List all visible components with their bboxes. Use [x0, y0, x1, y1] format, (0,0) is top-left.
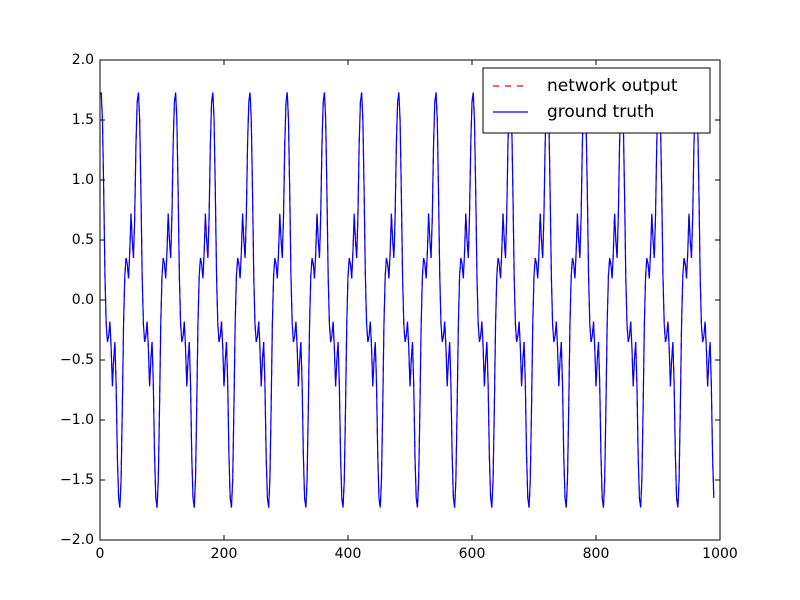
y-tick-label: 0.0 — [72, 292, 94, 308]
x-tick-label: 800 — [583, 546, 610, 562]
y-tick-label: 1.5 — [72, 112, 94, 128]
y-tick-label: −0.5 — [60, 352, 94, 368]
y-tick-label: 1.0 — [72, 172, 94, 188]
legend-label: network output — [547, 76, 678, 96]
y-tick-label: −2.0 — [60, 532, 94, 548]
data-line — [100, 92, 715, 508]
x-tick-label: 600 — [459, 546, 486, 562]
data-line — [100, 92, 715, 508]
y-tick-label: −1.0 — [60, 412, 94, 428]
legend-box — [482, 67, 711, 134]
x-tick-label: 400 — [335, 546, 362, 562]
x-tick-label: 1000 — [702, 546, 738, 562]
y-tick-label: −1.5 — [60, 472, 94, 488]
x-tick-label: 200 — [211, 546, 238, 562]
x-tick-label: 0 — [96, 546, 105, 562]
legend-label: ground truth — [547, 102, 654, 122]
y-tick-label: 2.0 — [72, 52, 94, 68]
y-tick-label: 0.5 — [72, 232, 94, 248]
